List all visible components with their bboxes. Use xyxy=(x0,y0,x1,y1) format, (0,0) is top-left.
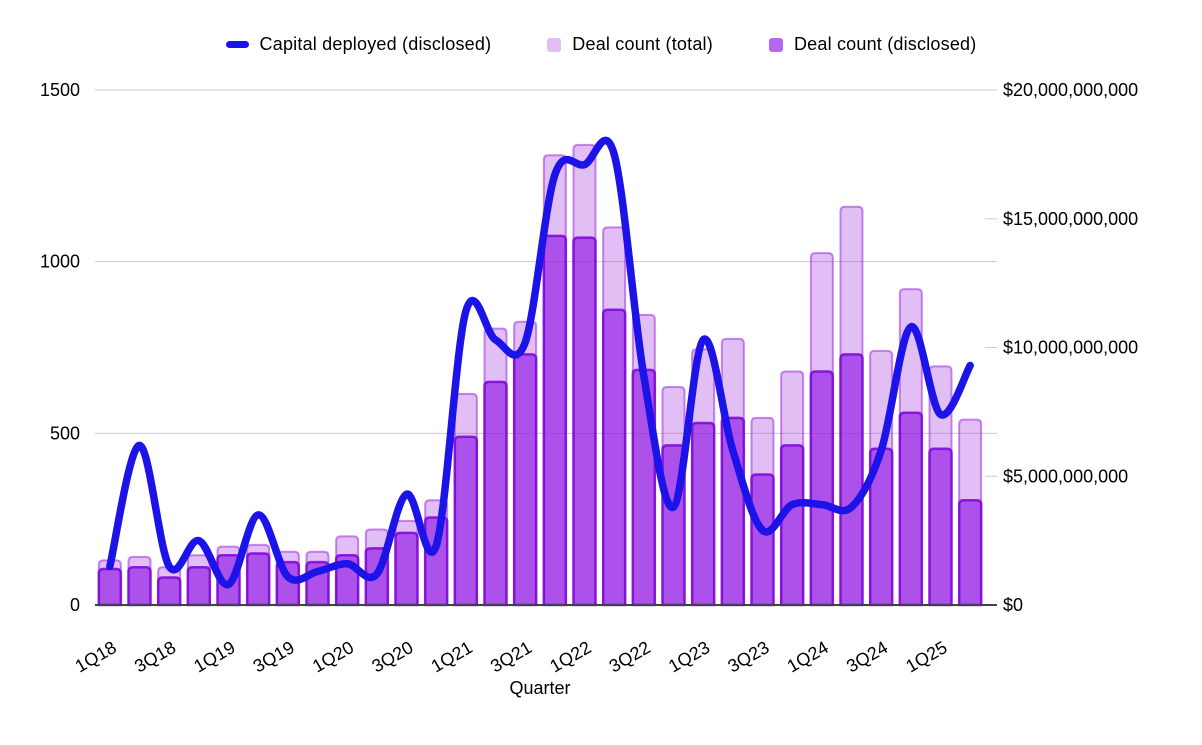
bar-disclosed-4Q23 xyxy=(779,444,805,607)
legend-item-deal-count-disclosed: Deal count (disclosed) xyxy=(768,34,977,55)
legend-label-deal-count-total: Deal count (total) xyxy=(572,34,713,54)
x-tick-label-3Q22: 3Q22 xyxy=(606,637,654,676)
x-tick-label-1Q25: 1Q25 xyxy=(902,637,950,676)
legend-item-deal-count-total: Deal count (total) xyxy=(547,34,713,55)
chart-canvas: 0 500 1000 1500 $0 $5,000,000,000 $10,000,000,… xyxy=(40,80,1138,676)
legend-item-capital-deployed: Capital deployed (disclosed) xyxy=(225,34,492,55)
x-tick-label-3Q19: 3Q19 xyxy=(250,637,298,676)
x-tick-label-3Q18: 3Q18 xyxy=(131,637,179,676)
bar-disclosed-4Q24 xyxy=(898,411,924,607)
left-axis-tick-label: 500 xyxy=(50,423,80,443)
line-series-swatch-icon xyxy=(225,41,249,48)
bar-disclosed-1Q24 xyxy=(809,370,835,607)
bar-disclosed-1Q23 xyxy=(690,421,716,607)
x-tick-label-1Q22: 1Q22 xyxy=(546,637,594,676)
bar-disclosed-3Q23 xyxy=(750,473,775,607)
bar-disclosed-4Q18 xyxy=(186,565,212,607)
x-tick-label-1Q24: 1Q24 xyxy=(784,637,832,676)
bar-disclosed-2Q25 xyxy=(957,499,983,607)
bar-disclosed-1Q18 xyxy=(97,567,123,607)
legend-label-capital-deployed: Capital deployed (disclosed) xyxy=(259,34,492,54)
x-tick-label-3Q24: 3Q24 xyxy=(843,637,891,676)
bar-disclosed-3Q24 xyxy=(868,447,894,607)
bar-disclosed-4Q21 xyxy=(542,234,568,607)
x-axis-title: Quarter xyxy=(509,678,570,698)
bar-disclosed-3Q21 xyxy=(512,353,538,607)
x-tick-label-3Q20: 3Q20 xyxy=(368,637,416,676)
capital-deployed-line xyxy=(106,136,974,589)
legend-label-deal-count-disclosed: Deal count (disclosed) xyxy=(793,34,977,54)
bar-disclosed-1Q21 xyxy=(453,435,479,607)
right-axis-tick-label: $10,000,000,000 xyxy=(1003,338,1138,358)
bar-disclosed-1Q25 xyxy=(928,447,953,607)
right-axis-tick-label: $20,000,000,000 xyxy=(1003,80,1138,100)
left-axis-tick-label: 1000 xyxy=(40,252,80,272)
disclosed-series-swatch-icon xyxy=(768,37,783,52)
left-axis-tick-label: 0 xyxy=(70,595,80,615)
bar-disclosed-1Q22 xyxy=(572,236,597,607)
left-axis-tick-label: 1500 xyxy=(40,80,80,100)
bar-disclosed-3Q20 xyxy=(394,531,419,607)
bar-disclosed-2Q19 xyxy=(245,552,271,607)
x-tick-label-1Q21: 1Q21 xyxy=(428,637,476,676)
x-tick-label-1Q23: 1Q23 xyxy=(665,637,713,676)
right-axis-tick-label: $5,000,000,000 xyxy=(1003,466,1128,486)
right-axis-tick-label: $0 xyxy=(1003,595,1023,615)
bar-disclosed-2Q22 xyxy=(601,308,627,607)
bar-disclosed-2Q21 xyxy=(483,380,508,607)
x-tick-label-1Q19: 1Q19 xyxy=(190,637,238,676)
total-series-swatch-icon xyxy=(547,37,562,52)
x-tick-label-1Q20: 1Q20 xyxy=(309,637,357,676)
right-axis-tick-label: $15,000,000,000 xyxy=(1003,209,1138,229)
bar-disclosed-2Q24 xyxy=(839,353,864,607)
chart-legend: Capital deployed (disclosed) Deal count … xyxy=(0,34,1202,55)
bar-disclosed-3Q18 xyxy=(156,576,182,607)
x-tick-label-1Q18: 1Q18 xyxy=(72,637,120,676)
bar-disclosed-2Q18 xyxy=(127,565,152,607)
x-tick-label-3Q23: 3Q23 xyxy=(724,637,772,676)
x-tick-label-3Q21: 3Q21 xyxy=(487,637,535,676)
